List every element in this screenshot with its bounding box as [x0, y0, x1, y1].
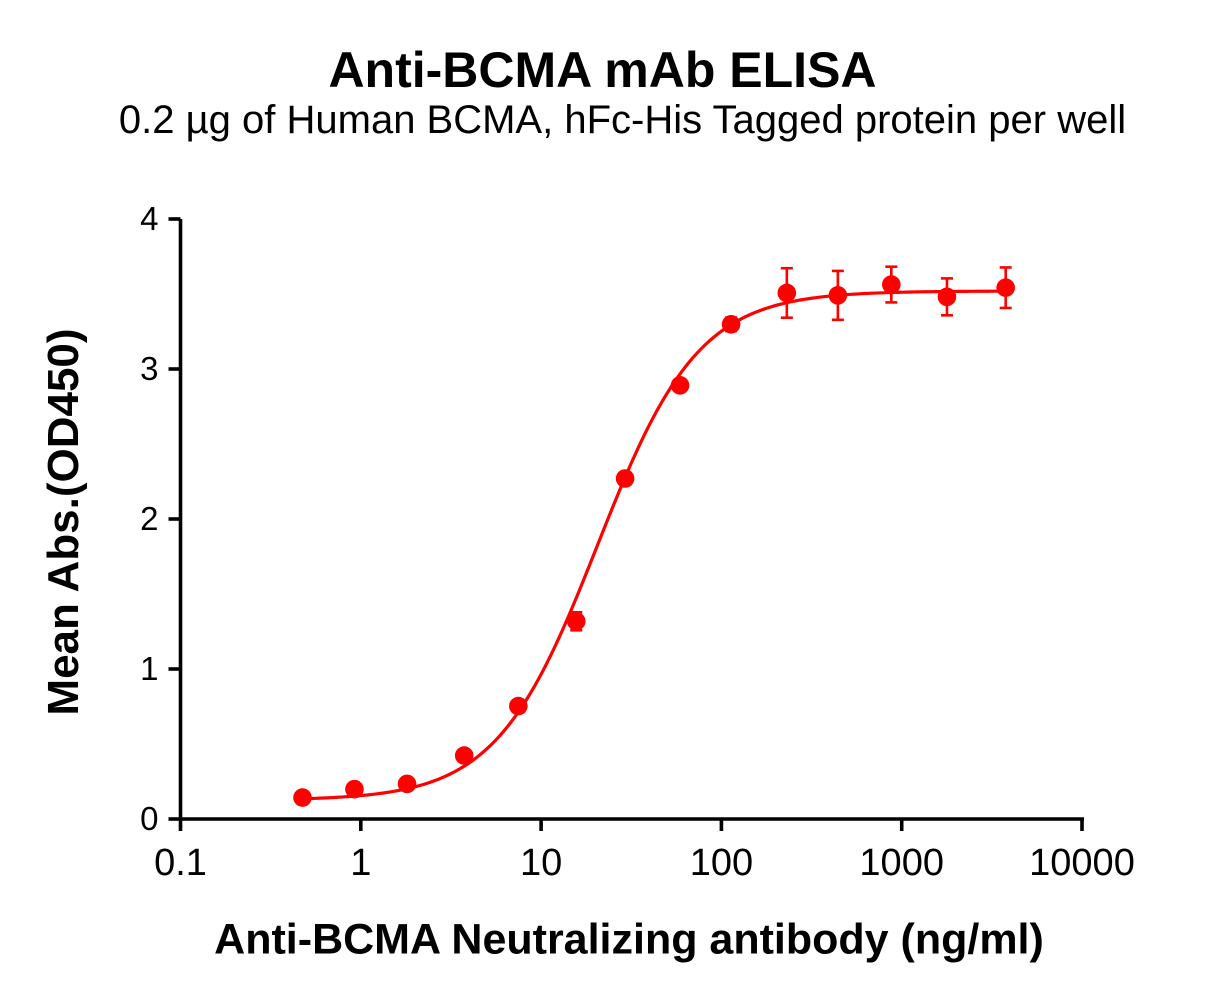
svg-text:10: 10 [520, 842, 562, 884]
svg-text:1: 1 [350, 842, 371, 884]
svg-text:1: 1 [140, 650, 158, 687]
svg-text:0: 0 [140, 800, 158, 837]
svg-text:1000: 1000 [859, 842, 944, 884]
svg-text:0.1: 0.1 [154, 842, 207, 884]
svg-text:3: 3 [140, 350, 158, 387]
svg-text:4: 4 [140, 200, 158, 237]
svg-text:2: 2 [140, 500, 158, 537]
svg-text:10000: 10000 [1029, 842, 1135, 884]
svg-text:100: 100 [690, 842, 753, 884]
